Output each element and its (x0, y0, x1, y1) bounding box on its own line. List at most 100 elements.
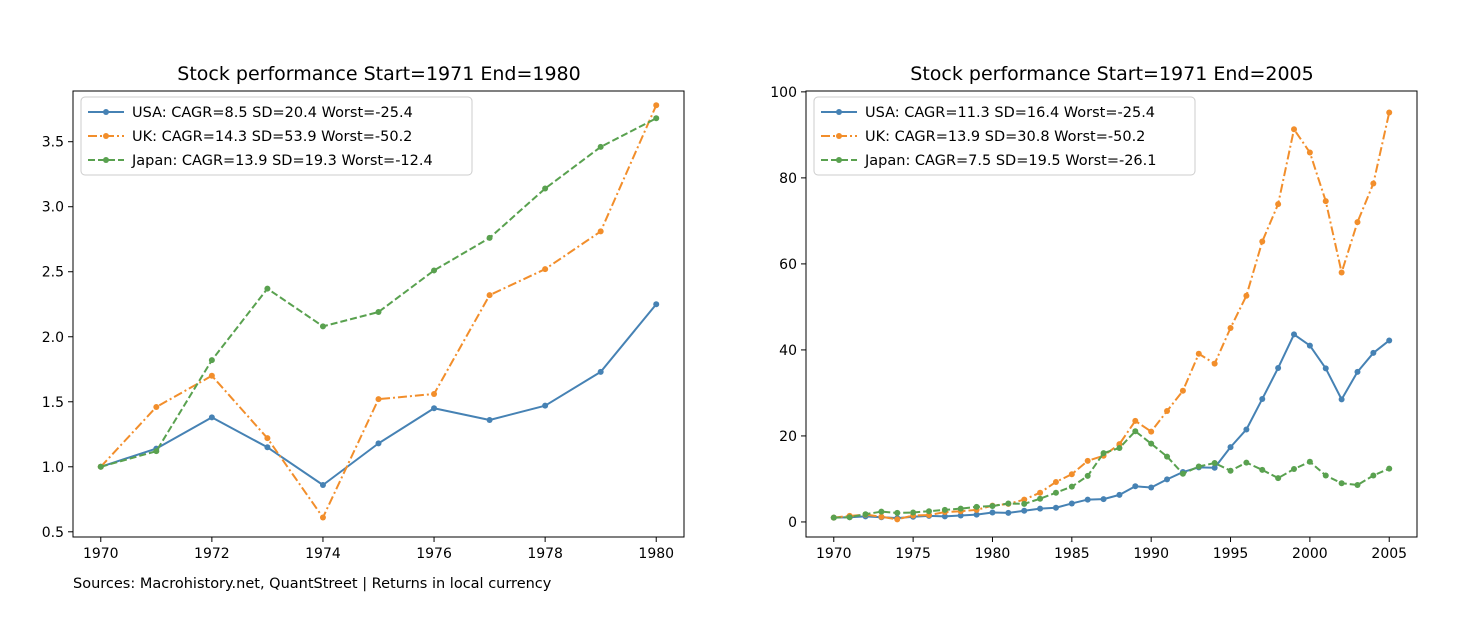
chart-left-series-1-point (153, 403, 160, 410)
chart-left-series-2-point (597, 143, 604, 150)
chart-right-series-2-point (1084, 472, 1091, 479)
chart-left-axes-frame (72, 90, 685, 538)
chart-left-series-2-point (431, 267, 438, 274)
chart-left-series-0-point (208, 414, 215, 421)
chart-left-series-0-point (653, 301, 660, 308)
chart-left-series-1-point (542, 266, 549, 273)
chart-left-series-0-point (597, 368, 604, 375)
chart-left-series-2-point (97, 463, 104, 470)
chart-right-series-2-point (1243, 459, 1250, 466)
chart-left-series-1-point (375, 396, 382, 403)
chart-left-series-2-point (653, 115, 660, 122)
chart-left-series-2-point (375, 309, 382, 316)
chart-right-series-2-point (989, 503, 996, 510)
chart-right-series-1-point (1132, 417, 1139, 424)
chart-right-series-0-point (1021, 507, 1028, 514)
chart-right-series-2-point (910, 509, 917, 516)
chart-right-series-0-point (1322, 365, 1329, 372)
chart-right-series-2-point (941, 506, 948, 513)
chart-right-series-0-point (1370, 349, 1377, 356)
chart-right-y-tick-label: 80 (779, 171, 797, 187)
chart-right-series-2-point (973, 503, 980, 510)
chart-right-series-1-point (878, 513, 885, 520)
chart-left-series-2-point (319, 323, 326, 330)
chart-right-series-2-point (1179, 470, 1186, 477)
chart-right-series-2-point (830, 514, 837, 521)
chart-right-series-1-point (1037, 489, 1044, 496)
chart-left-y-tick-label: 2.0 (42, 330, 64, 346)
chart-right-series-0-point (1116, 491, 1123, 498)
chart-right-legend-marker-0 (836, 109, 842, 115)
chart-right-series-line-0 (833, 333, 1390, 520)
chart-left-series-0-point (319, 481, 326, 488)
chart-right-series-1-point (1259, 238, 1266, 245)
chart-right-x-tick-label: 1995 (1213, 546, 1249, 562)
chart-right-series-2-point (957, 505, 964, 512)
chart-right-x-tick-label: 1980 (975, 546, 1011, 562)
chart-left-series-1-point (431, 390, 438, 397)
chart-left-series-0-point (431, 405, 438, 412)
chart-right-series-0-point (1259, 395, 1266, 402)
chart-right-series-0-point (1275, 364, 1282, 371)
chart-right-series-2-point (1116, 444, 1123, 451)
chart-right-series-2-point (1370, 472, 1377, 479)
chart-right-series-2-point (1052, 489, 1059, 496)
chart-left-series-1-point (486, 292, 493, 299)
chart-right-series-0-point (1164, 476, 1171, 483)
chart-right-series-1-point (1227, 324, 1234, 331)
chart-left-x-tick-label: 1974 (305, 546, 341, 562)
chart-right-series-0-point (1354, 368, 1361, 375)
chart-right-series-1-point (1322, 198, 1329, 205)
chart-right-series-2-point (846, 514, 853, 521)
chart-right-series-2-point (1021, 500, 1028, 507)
chart-right-series-0-point (957, 512, 964, 519)
chart-right-series-1-point (1052, 478, 1059, 485)
chart-left-series-0-point (264, 444, 271, 451)
chart-right-series-2-point (1195, 463, 1202, 470)
chart-right-series-1-point (1291, 126, 1298, 133)
chart-right-series-0-point (1306, 342, 1313, 349)
chart-right-legend-marker-2 (836, 157, 842, 163)
chart-left-series-line-0 (100, 303, 657, 486)
chart-right-x-tick-label: 2000 (1292, 546, 1328, 562)
chart-left-legend-label-1: UK: CAGR=14.3 SD=53.9 Worst=-50.2 (132, 129, 412, 145)
chart-right-series-2-point (1338, 480, 1345, 487)
chart-right-series-2-point (862, 511, 869, 518)
chart-right-series-2-point (1164, 453, 1171, 460)
chart-right-series-1-point (1386, 109, 1393, 116)
chart-left-series-1-point (653, 102, 660, 109)
chart-right-series-1-point (1354, 219, 1361, 226)
chart-right-series-2-point (1148, 440, 1155, 447)
chart-right-series-2-point (894, 509, 901, 516)
chart-right-series-0-point (1068, 500, 1075, 507)
chart-right-series-2-point (1275, 475, 1282, 482)
chart-right-series-1-point (1275, 201, 1282, 208)
chart-left-legend-marker-2 (103, 157, 109, 163)
chart-left-series-0-point (375, 440, 382, 447)
chart-right-series-0-point (973, 511, 980, 518)
chart-left-series-1-point (597, 228, 604, 235)
chart-right-series-2-point (1354, 481, 1361, 488)
chart-right-legend-label-0: USA: CAGR=11.3 SD=16.4 Worst=-25.4 (865, 105, 1155, 121)
chart-right-series-1-point (1148, 428, 1155, 435)
chart-left-series-2-point (208, 357, 215, 364)
chart-left-series-1-point (319, 514, 326, 521)
chart-left-x-tick-label: 1978 (527, 546, 563, 562)
chart-right-series-2-point (925, 508, 932, 515)
chart-right-series-0-point (1148, 484, 1155, 491)
chart-left-series-1-point (264, 435, 271, 442)
chart-right-series-1-point (1179, 387, 1186, 394)
chart-right-series-2-point (1068, 483, 1075, 490)
chart-right-x-tick-label: 1975 (895, 546, 931, 562)
chart-right-y-tick-label: 60 (779, 257, 797, 273)
chart-right-series-0-point (1291, 331, 1298, 338)
chart-left-title: Stock performance Start=1971 End=1980 (177, 63, 580, 85)
chart-right-series-2-point (1100, 450, 1107, 457)
chart-right-series-0-point (1243, 426, 1250, 433)
chart-right-x-tick-label: 1985 (1054, 546, 1090, 562)
chart-right-series-0-point (1338, 396, 1345, 403)
chart-right-series-line-2 (833, 430, 1390, 519)
chart-right-series-2-point (1132, 428, 1139, 435)
chart-right-series-1-point (1243, 292, 1250, 299)
chart-right-series-2-point (1037, 495, 1044, 502)
